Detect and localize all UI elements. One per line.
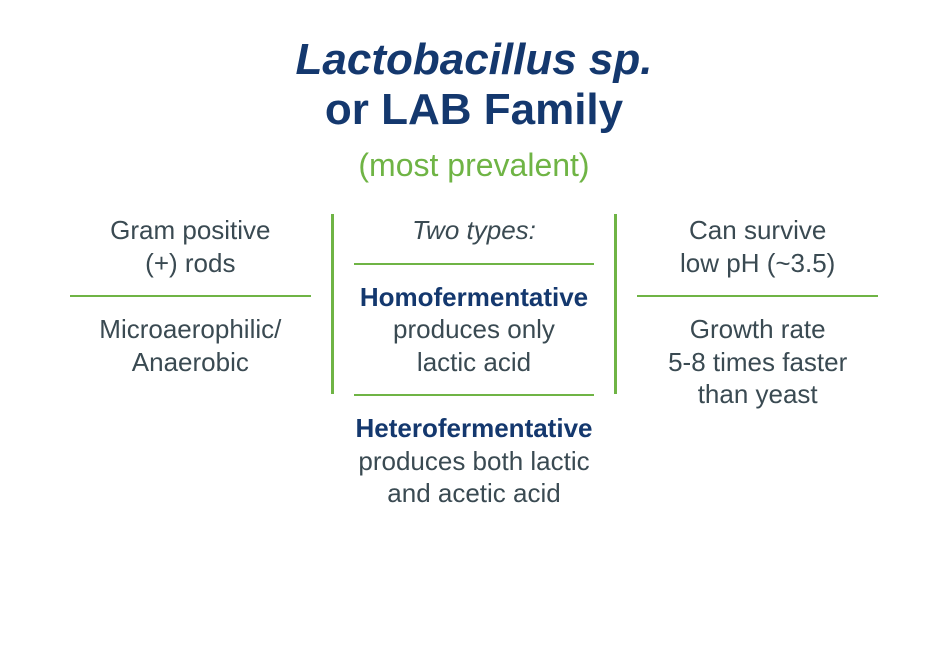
header: Lactobacillus sp. or LAB Family (most pr…	[296, 35, 653, 184]
col-right: Can survivelow pH (~3.5) Growth rate5-8 …	[617, 214, 898, 510]
middle-h2: Heterofermentative	[356, 413, 593, 443]
middle-intro: Two types:	[412, 214, 536, 247]
left-cell-1: Gram positive(+) rods	[110, 214, 270, 279]
middle-block-2: Heterofermentative produces both lactica…	[356, 412, 593, 510]
middle-h2-desc: produces both lacticand acetic acid	[358, 446, 589, 509]
middle-divider-1	[354, 263, 595, 265]
title-line2: or LAB Family	[296, 85, 653, 135]
middle-h1: Homofermentative	[360, 282, 588, 312]
title-line1: Lactobacillus sp.	[296, 35, 653, 85]
middle-h1-desc: produces onlylactic acid	[393, 314, 555, 377]
right-cell-1: Can survivelow pH (~3.5)	[680, 214, 835, 279]
middle-block-1: Homofermentative produces onlylactic aci…	[360, 281, 588, 379]
right-cell-2: Growth rate5-8 times fasterthan yeast	[668, 313, 847, 411]
columns: Gram positive(+) rods Microaerophilic/An…	[0, 214, 948, 510]
left-divider	[70, 295, 311, 297]
middle-divider-2	[354, 394, 595, 396]
col-middle: Two types: Homofermentative produces onl…	[334, 214, 615, 510]
subtitle: (most prevalent)	[296, 147, 653, 184]
col-left: Gram positive(+) rods Microaerophilic/An…	[50, 214, 331, 510]
left-cell-2: Microaerophilic/Anaerobic	[99, 313, 281, 378]
right-divider	[637, 295, 878, 297]
